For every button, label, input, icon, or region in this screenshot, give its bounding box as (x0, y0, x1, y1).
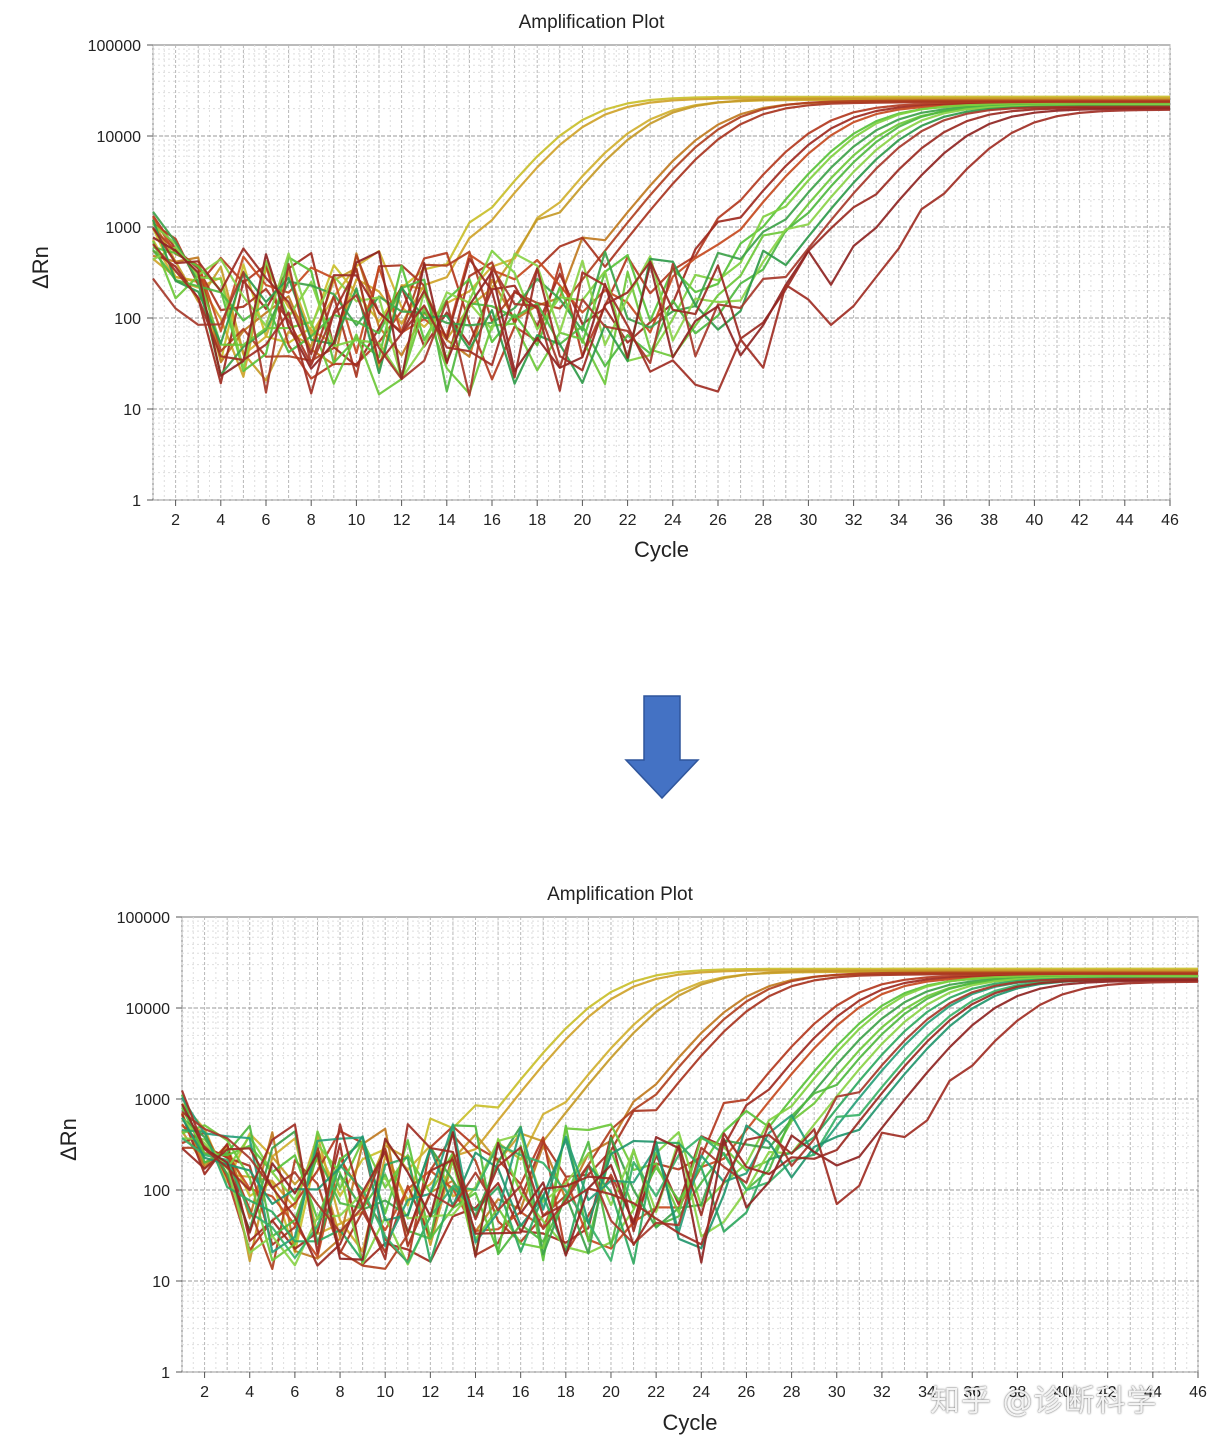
x-tick-label: 6 (290, 1384, 299, 1401)
x-tick-label: 26 (709, 512, 727, 529)
series-line-18 (181, 978, 1198, 1264)
chart-title: Amplification Plot (547, 884, 693, 905)
x-tick-label: 22 (619, 512, 637, 529)
x-axis-label: Cycle (662, 1410, 717, 1435)
y-tick-label: 1000 (134, 1092, 170, 1109)
x-tick-label: 12 (393, 512, 411, 529)
x-tick-label: 8 (336, 1384, 345, 1401)
y-tick-label: 10 (152, 1274, 170, 1291)
chart-title: Amplification Plot (519, 12, 665, 33)
x-tick-label: 20 (602, 1384, 620, 1401)
x-tick-label: 10 (348, 512, 366, 529)
x-tick-label: 2 (200, 1384, 209, 1401)
down-arrow-icon (624, 695, 700, 800)
x-tick-label: 4 (245, 1384, 254, 1401)
x-axis-label: Cycle (634, 537, 689, 562)
x-tick-label: 24 (664, 512, 682, 529)
series-line-21 (181, 978, 1198, 1267)
y-tick-label: 100 (143, 1183, 170, 1200)
x-tick-label: 28 (783, 1384, 801, 1401)
series-line-23 (180, 980, 1199, 1261)
x-tick-label: 36 (963, 1384, 981, 1401)
x-tick-label: 32 (845, 512, 863, 529)
x-tick-label: 26 (738, 1384, 756, 1401)
y-tick-label: 100000 (117, 910, 170, 927)
y-axis-label: ΔRn (56, 1118, 81, 1161)
top-chart-panel: 2 4 6 8 10 12 14 16 18 20 22 24 26 28 30 32 34 36 38 40 42 44… (0, 0, 1223, 580)
axes: 2 4 6 8 10 12 14 16 18 20 22 24 26 28 30 32 34 36 38 40 42 44… (88, 38, 1179, 529)
x-tick-label: 42 (1099, 1384, 1117, 1401)
x-tick-label: 14 (467, 1384, 485, 1401)
x-tick-label: 18 (528, 512, 546, 529)
series-group (180, 967, 1199, 1271)
x-tick-label: 16 (483, 512, 501, 529)
y-tick-label: 100000 (88, 38, 141, 55)
x-tick-label: 24 (692, 1384, 710, 1401)
x-tick-label: 16 (512, 1384, 530, 1401)
x-tick-label: 46 (1189, 1384, 1207, 1401)
x-tick-label: 36 (935, 512, 953, 529)
x-tick-label: 28 (754, 512, 772, 529)
y-axis-label: ΔRn (28, 246, 53, 289)
series-line-15 (152, 104, 1170, 380)
x-tick-label: 8 (307, 512, 316, 529)
x-tick-label: 46 (1161, 512, 1179, 529)
y-tick-label: 1 (161, 1365, 170, 1382)
y-tick-label: 10000 (126, 1001, 171, 1018)
x-tick-label: 34 (890, 512, 908, 529)
x-tick-label: 44 (1144, 1384, 1162, 1401)
y-tick-label: 1000 (105, 220, 141, 237)
y-tick-label: 10 (123, 402, 141, 419)
x-tick-label: 2 (171, 512, 180, 529)
x-tick-label: 18 (557, 1384, 575, 1401)
x-tick-label: 10 (376, 1384, 394, 1401)
x-tick-label: 4 (216, 512, 225, 529)
x-tick-label: 30 (800, 512, 818, 529)
series-line-22 (181, 979, 1198, 1264)
x-tick-label: 32 (873, 1384, 891, 1401)
x-tick-label: 14 (438, 512, 456, 529)
x-tick-label: 34 (918, 1384, 936, 1401)
x-tick-label: 42 (1071, 512, 1089, 529)
x-tick-label: 6 (262, 512, 271, 529)
bottom-amplification-plot: 2 4 6 8 10 12 14 16 18 20 22 24 26 28 30 32 34 36 38 40 42 44… (56, 884, 1207, 1435)
x-tick-label: 44 (1116, 512, 1134, 529)
bottom-chart-panel: 2 4 6 8 10 12 14 16 18 20 22 24 26 28 30 32 34 36 38 40 42 44… (0, 870, 1223, 1445)
x-tick-label: 40 (1026, 512, 1044, 529)
series-line-20 (152, 108, 1171, 395)
axes: 2 4 6 8 10 12 14 16 18 20 22 24 26 28 30 32 34 36 38 40 42 44… (117, 910, 1207, 1401)
series-group (151, 95, 1171, 397)
series-line-19 (181, 978, 1198, 1250)
watermark-text: 知乎 @诊断科学 (930, 1384, 1158, 1419)
x-tick-label: 40 (1054, 1384, 1072, 1401)
y-tick-label: 1 (132, 493, 141, 510)
x-tick-label: 30 (828, 1384, 846, 1401)
x-tick-label: 22 (647, 1384, 665, 1401)
x-tick-label: 20 (574, 512, 592, 529)
x-tick-label: 38 (980, 512, 998, 529)
top-amplification-plot: 2 4 6 8 10 12 14 16 18 20 22 24 26 28 30 32 34 36 38 40 42 44… (28, 12, 1179, 562)
y-tick-label: 10000 (97, 129, 142, 146)
x-tick-label: 38 (1008, 1384, 1026, 1401)
series-line-18 (152, 106, 1170, 379)
y-tick-label: 100 (114, 311, 141, 328)
transition-arrow (0, 690, 1223, 810)
x-tick-label: 12 (421, 1384, 439, 1401)
